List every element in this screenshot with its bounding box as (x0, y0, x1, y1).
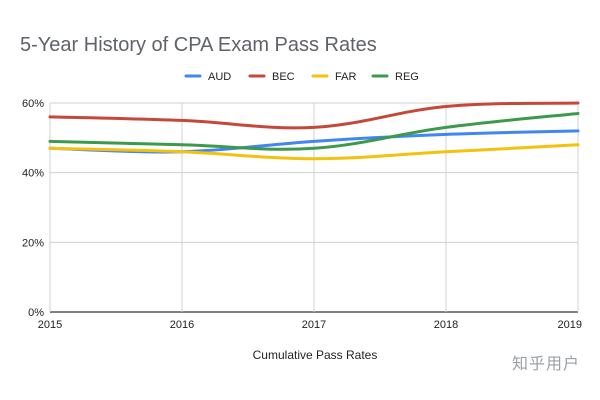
y-tick-label: 20% (22, 237, 44, 249)
chart-title: 5-Year History of CPA Exam Pass Rates (20, 34, 377, 56)
legend-label-far: FAR (335, 71, 356, 83)
legend-label-bec: BEC (272, 71, 295, 83)
x-tick-label: 2017 (302, 319, 326, 331)
y-tick-label: 40% (22, 168, 44, 180)
y-tick-label: 0% (28, 307, 44, 319)
series-line-far (48, 143, 580, 161)
legend-label-aud: AUD (208, 71, 231, 83)
series-line-bec (48, 101, 580, 130)
x-tick-label: 2019 (558, 319, 582, 331)
legend-label-reg: REG (395, 71, 419, 83)
y-tick-label: 60% (22, 98, 44, 110)
series-line-reg (48, 111, 580, 151)
x-tick-label: 2016 (170, 319, 194, 331)
x-axis-title: Cumulative Pass Rates (252, 348, 378, 362)
watermark: 知乎用户 (511, 356, 580, 373)
x-tick-label: 2018 (434, 319, 458, 331)
x-tick-label: 2015 (38, 319, 62, 331)
